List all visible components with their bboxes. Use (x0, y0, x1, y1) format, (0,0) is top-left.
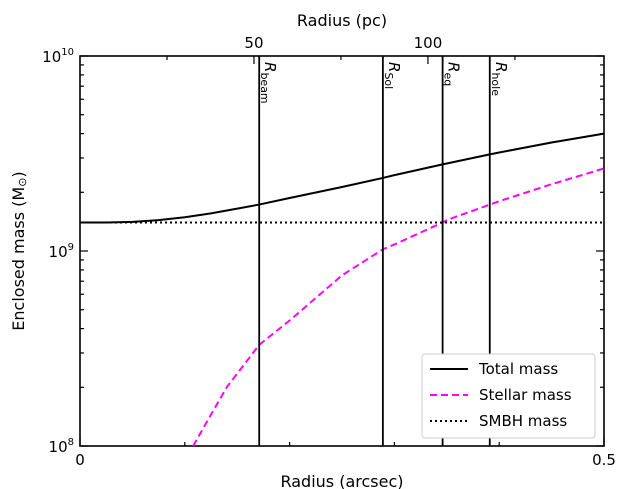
top-tick-label: 100 (414, 34, 443, 52)
top-x-axis-title: Radius (pc) (297, 11, 387, 30)
y-axis-title: Enclosed mass (M⊙) (9, 171, 29, 330)
y-tick-base: 10 (42, 48, 61, 66)
bottom-tick-label: 0.5 (592, 451, 616, 469)
y-tick-label: 108 (49, 437, 74, 456)
vline-label-sub: eq (442, 72, 455, 86)
vline-label-main: R (492, 62, 510, 72)
legend-label-stellar: Stellar mass (479, 386, 572, 404)
vline-label-hole: Rhole (489, 62, 510, 96)
y-tick-label: 109 (49, 242, 74, 261)
y-tick-exponent: 9 (68, 242, 74, 253)
y-axis-title-close: ) (9, 171, 28, 177)
vline-label-eq: Req (442, 62, 463, 86)
y-tick-base: 10 (49, 243, 68, 261)
vline-label-sol: RSol (382, 62, 403, 89)
bottom-tick-label: 0 (75, 451, 85, 469)
legend-label-total: Total mass (478, 360, 558, 378)
vline-label-main: R (445, 62, 463, 72)
x-axis-title: Radius (arcsec) (280, 472, 403, 489)
y-tick-base: 10 (49, 438, 68, 456)
vline-label-sub: beam (258, 72, 271, 103)
vline-label-beam: Rbeam (258, 62, 279, 104)
y-tick-exponent: 8 (68, 437, 74, 448)
top-tick-label: 50 (244, 34, 263, 52)
series-layer (80, 132, 605, 447)
y-tick-exponent: 10 (61, 47, 74, 58)
y-tick-label: 1010 (42, 47, 74, 66)
vline-label-sub: hole (489, 72, 502, 96)
series-line-total-mass (80, 132, 605, 224)
legend-box (421, 353, 596, 439)
solar-symbol: ⊙ (16, 178, 29, 187)
legend-label-smbh: SMBH mass (479, 412, 567, 430)
series-line-stellar-mass (192, 167, 605, 447)
y-axis-title-text: Enclosed mass (M (9, 187, 28, 331)
vline-label-sub: Sol (382, 72, 395, 89)
vline-label-main: R (385, 62, 403, 72)
vline-label-main: R (261, 62, 279, 72)
legend: Total mass Stellar mass SMBH mass (421, 353, 596, 439)
